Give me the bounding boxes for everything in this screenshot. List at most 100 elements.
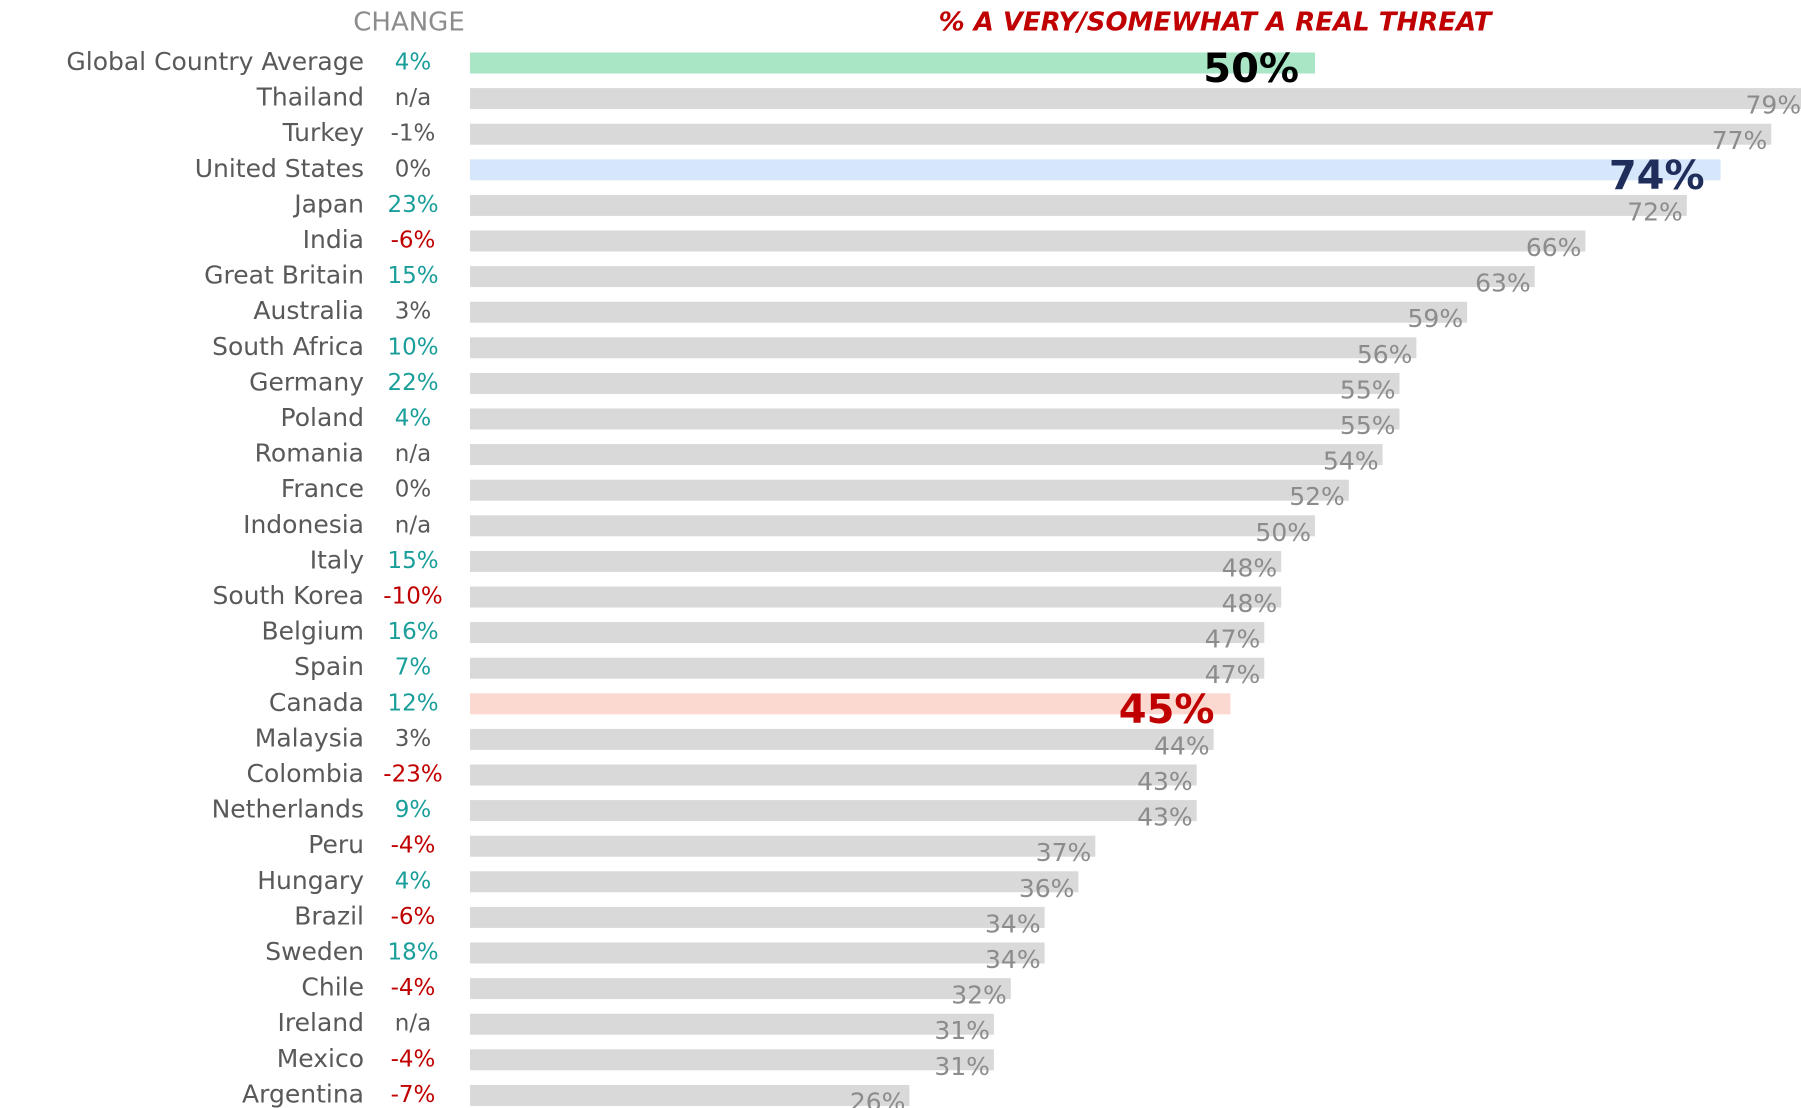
category-label: Malaysia (255, 723, 364, 752)
bar (470, 657, 1265, 679)
category-label: Netherlands (212, 795, 364, 824)
bar (470, 1084, 910, 1106)
value-label: 34% (985, 909, 1041, 938)
bar (470, 444, 1383, 466)
category-label: Great Britain (204, 261, 364, 290)
category-label: Romania (255, 439, 364, 468)
category-label: Indonesia (243, 510, 364, 539)
bar (470, 372, 1400, 394)
change-label: 4% (395, 50, 432, 76)
category-label: France (281, 474, 364, 503)
category-label: Italy (310, 545, 364, 574)
category-label: Japan (292, 189, 364, 218)
bar (470, 88, 1801, 110)
change-label: -23% (383, 762, 442, 788)
value-label: 72% (1627, 197, 1683, 226)
category-label: Peru (308, 830, 364, 859)
value-label: 31% (934, 1016, 990, 1045)
category-label: Thailand (256, 83, 364, 112)
change-label: -10% (383, 584, 442, 610)
change-label: -4% (391, 833, 436, 859)
bar (470, 800, 1197, 822)
bar (470, 550, 1282, 572)
category-label: Argentina (242, 1079, 364, 1108)
value-label: 48% (1222, 589, 1278, 618)
bar (470, 835, 1096, 857)
bar (470, 906, 1045, 928)
bar (470, 728, 1214, 750)
value-label: 36% (1019, 874, 1075, 903)
category-label: South Africa (212, 332, 364, 361)
value-label: 50% (1203, 46, 1299, 92)
bar (470, 194, 1687, 216)
change-label: 18% (387, 940, 438, 966)
value-label: 59% (1408, 304, 1464, 333)
change-label: 3% (395, 726, 432, 752)
bar (470, 1049, 994, 1071)
change-label: n/a (395, 441, 431, 467)
change-label: 0% (395, 156, 432, 182)
change-label: -7% (391, 1082, 436, 1108)
bar (470, 515, 1315, 537)
value-label: 26% (850, 1087, 906, 1108)
value-label: 31% (934, 1052, 990, 1081)
category-label: India (303, 225, 364, 254)
value-label: 55% (1340, 411, 1396, 440)
value-label: 32% (951, 981, 1007, 1010)
change-label: -6% (391, 904, 436, 930)
category-label: Poland (281, 403, 364, 432)
change-label: 12% (387, 690, 438, 716)
bar (470, 871, 1079, 893)
category-label: Australia (253, 296, 364, 325)
category-label: Sweden (265, 937, 364, 966)
value-label: 77% (1712, 126, 1768, 155)
bar (470, 1013, 994, 1035)
change-label: 15% (387, 548, 438, 574)
change-label: -6% (391, 228, 436, 254)
bar (470, 586, 1282, 608)
category-label: Brazil (294, 901, 364, 930)
bar (470, 301, 1468, 323)
bar (470, 978, 1011, 1000)
value-label: 55% (1340, 375, 1396, 404)
change-label: -4% (391, 1046, 436, 1072)
value-label: 34% (985, 945, 1041, 974)
change-label: 9% (395, 797, 432, 823)
change-header: CHANGE (353, 8, 465, 38)
category-label: Colombia (247, 759, 364, 788)
value-label: 54% (1323, 447, 1379, 476)
bar (470, 764, 1197, 786)
value-label: 47% (1205, 660, 1261, 689)
bar (470, 622, 1265, 644)
category-label: South Korea (213, 581, 364, 610)
category-label: Turkey (282, 118, 365, 147)
change-label: n/a (395, 512, 431, 538)
change-label: 4% (395, 868, 432, 894)
value-label: 74% (1609, 153, 1705, 199)
change-label: 22% (387, 370, 438, 396)
change-label: 3% (395, 299, 432, 325)
change-label: 16% (387, 619, 438, 645)
value-label: 52% (1289, 482, 1345, 511)
bar (470, 693, 1231, 715)
change-label: 15% (387, 263, 438, 289)
bar (470, 52, 1315, 74)
change-label: -4% (391, 975, 436, 1001)
value-label: 63% (1475, 269, 1531, 298)
value-label: 50% (1255, 518, 1311, 547)
bar (470, 942, 1045, 964)
value-label: 43% (1137, 803, 1193, 832)
category-label: Ireland (278, 1008, 364, 1037)
category-label: Hungary (257, 866, 364, 895)
category-label: Canada (269, 688, 364, 717)
category-label: Germany (249, 367, 364, 396)
change-label: n/a (395, 1011, 431, 1037)
value-label: 56% (1357, 340, 1413, 369)
category-label: United States (195, 154, 364, 183)
category-label: Belgium (262, 617, 365, 646)
value-label: 44% (1154, 731, 1210, 760)
value-label: 48% (1222, 553, 1278, 582)
category-label: Mexico (277, 1044, 364, 1073)
change-label: 10% (387, 334, 438, 360)
